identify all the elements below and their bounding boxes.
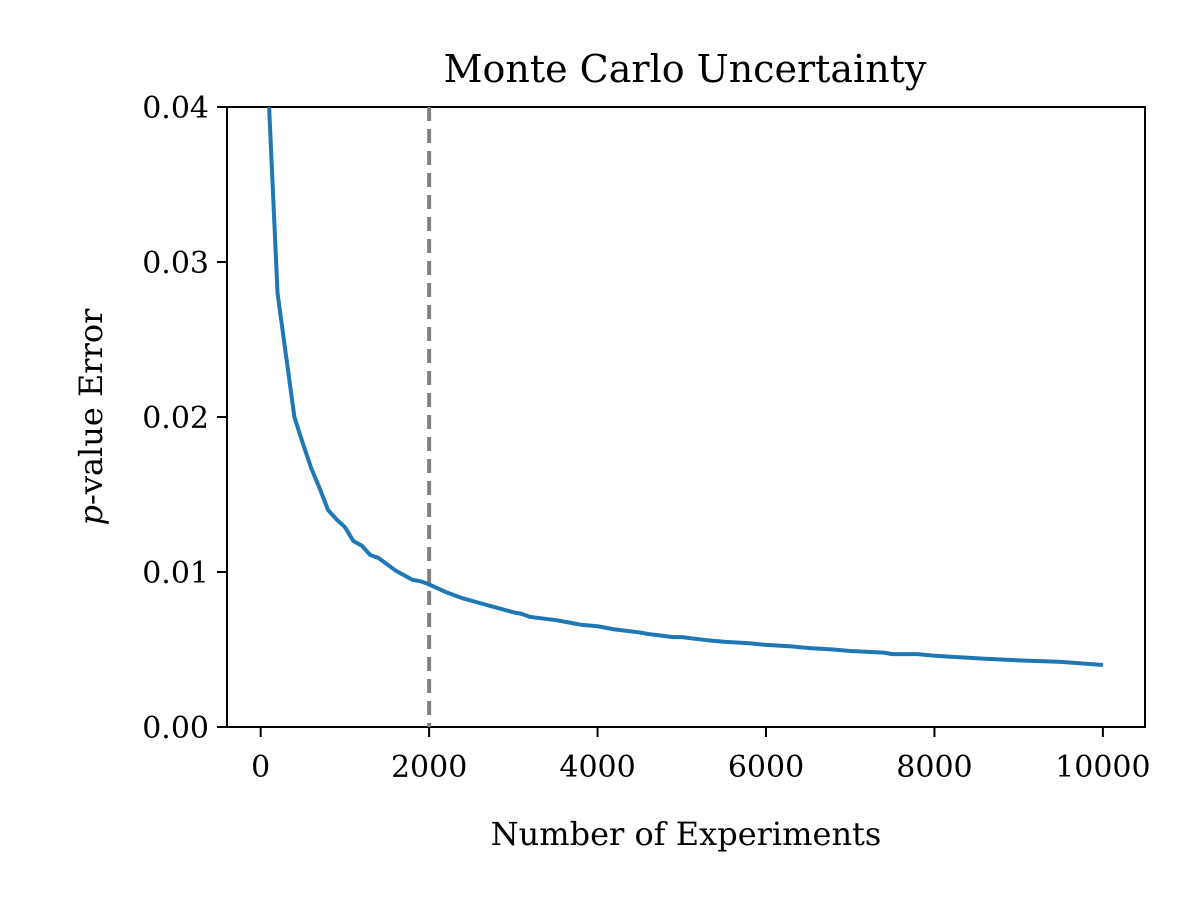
y-tick-label: 0.03 — [142, 246, 209, 281]
x-tick-label: 2000 — [391, 750, 467, 785]
series-line — [267, 106, 1104, 667]
x-tick-label: 6000 — [728, 750, 804, 785]
y-tick-label: 0.02 — [142, 401, 209, 436]
chart-title: Monte Carlo Uncertainty — [444, 47, 927, 91]
y-tick-label: 0.00 — [142, 711, 209, 746]
x-tick-label: 10000 — [1055, 750, 1150, 785]
y-axis-label-italic: p — [72, 505, 110, 525]
y-axis-ticks: 0.00 0.01 0.02 0.03 0.04 — [142, 91, 227, 746]
y-axis-label: p-value Error — [72, 308, 110, 526]
axes-frame — [226, 106, 1146, 728]
x-axis-ticks: 0 2000 4000 6000 8000 10000 — [251, 727, 1151, 785]
plot-area — [226, 106, 1146, 728]
y-tick-label: 0.04 — [142, 91, 209, 126]
x-tick-label: 8000 — [896, 750, 972, 785]
x-axis-label: Number of Experiments — [491, 815, 882, 853]
y-tick-label: 0.01 — [142, 556, 209, 591]
x-tick-label: 4000 — [559, 750, 635, 785]
x-tick-label: 0 — [251, 750, 270, 785]
y-axis-label-rest: -value Error — [72, 308, 110, 505]
